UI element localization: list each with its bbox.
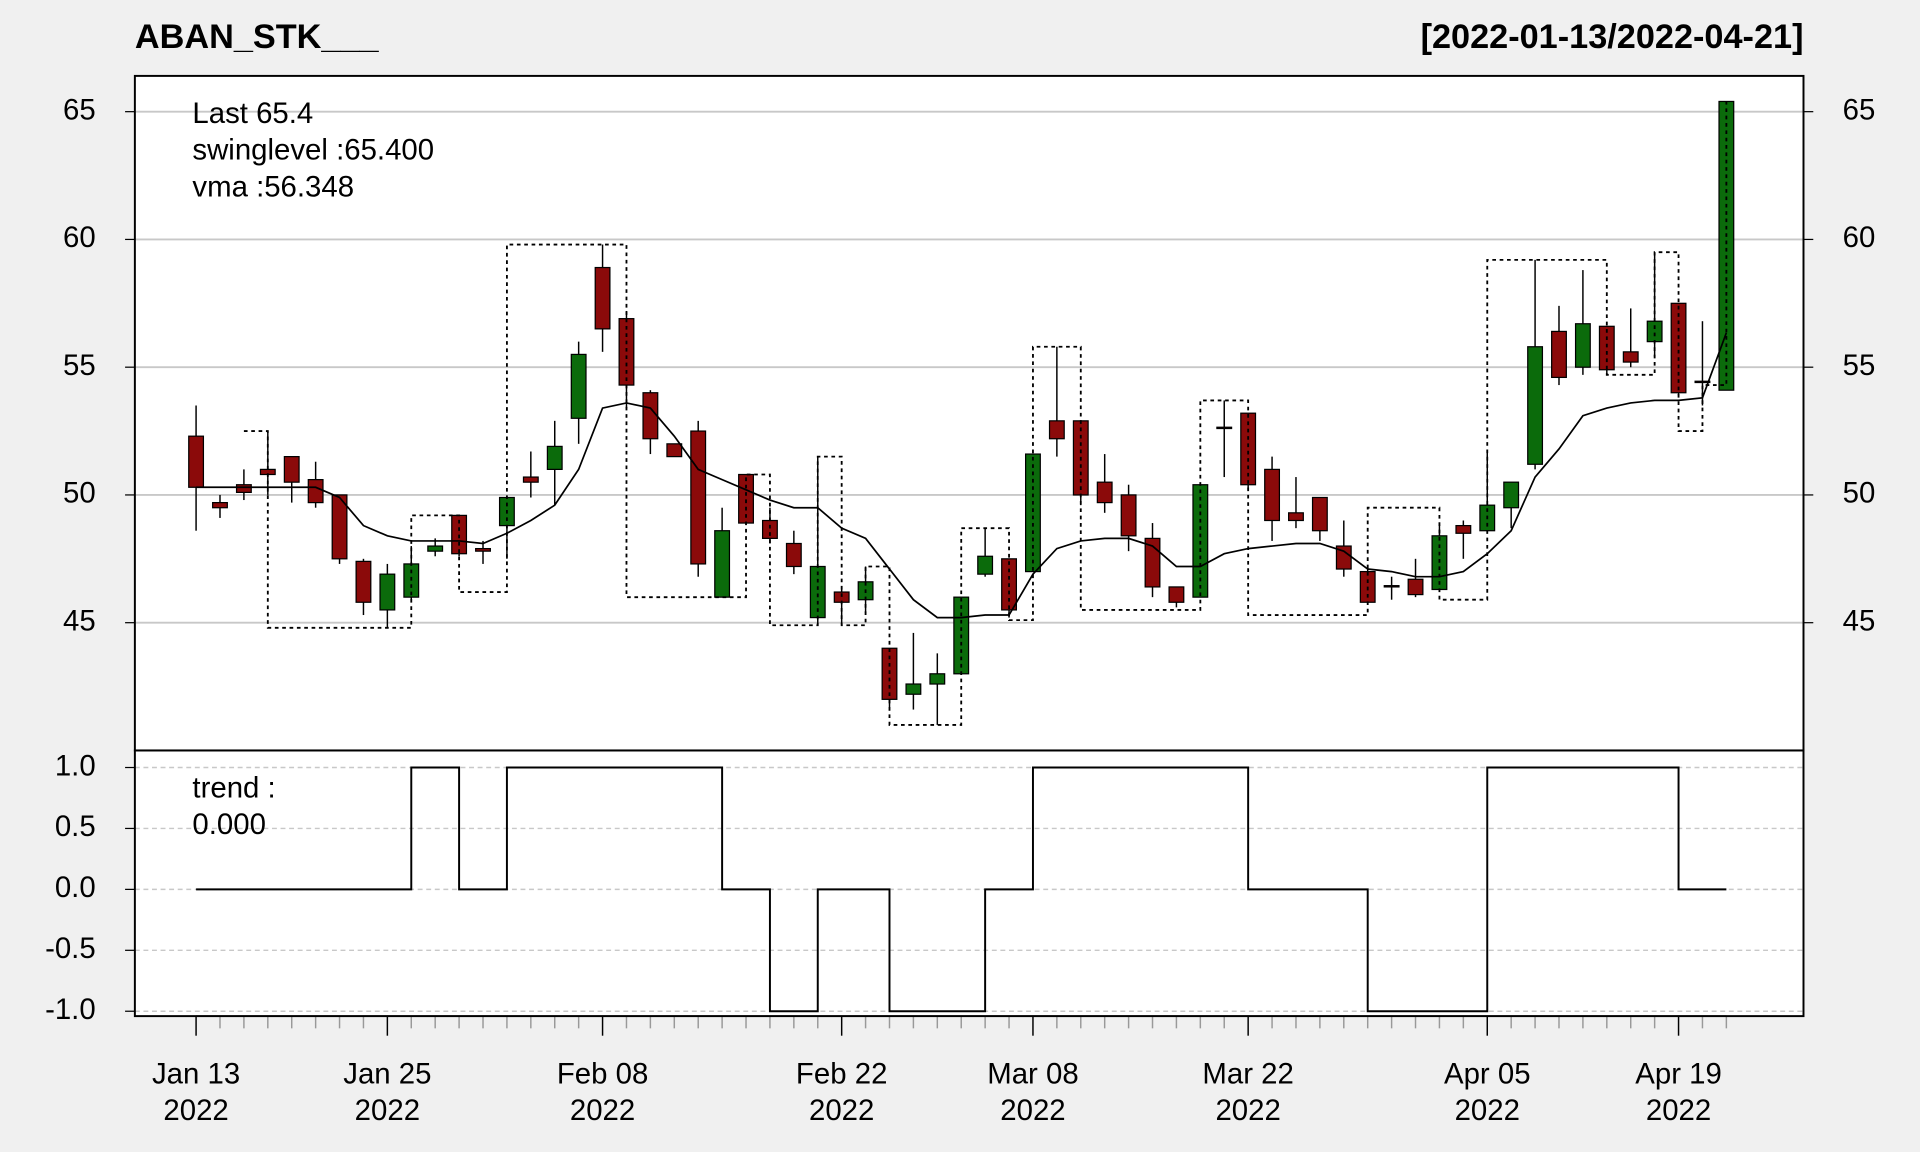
x-tick-label-box: Apr 05 2022 (1443, 1057, 1531, 1128)
x-tick-label: Jan 25 2022 (343, 1057, 432, 1128)
x-tick-label: Mar 22 2022 (1202, 1057, 1294, 1128)
candle-body (929, 673, 946, 685)
x-tick-label-box: Feb 22 2022 (795, 1057, 888, 1128)
candle-body (522, 476, 539, 483)
candle-body (785, 542, 802, 568)
candle-body (570, 353, 587, 419)
x-tick-label: Jan 13 2022 (151, 1057, 241, 1128)
x-tick-label: Apr 05 2022 (1443, 1057, 1531, 1128)
annotation: 0.000 (192, 808, 266, 841)
candle-body (1598, 325, 1615, 371)
candle-body (1574, 323, 1591, 368)
x-tick-label: Apr 19 2022 (1635, 1057, 1722, 1128)
y-tick-label: 60 (1843, 221, 1876, 254)
candle-body (1120, 494, 1137, 537)
x-tick-label: Feb 22 2022 (795, 1057, 888, 1128)
candle-body (355, 560, 372, 603)
x-tick-label-box: Mar 22 2022 (1202, 1057, 1294, 1128)
y-tick-label: 45 (63, 604, 96, 637)
candle-body (1551, 330, 1567, 379)
y-tick-label: 50 (63, 477, 96, 510)
y-tick-label: 55 (1843, 349, 1876, 382)
y-tick-label: 65 (63, 93, 96, 126)
x-tick-label-box: Jan 25 2022 (343, 1057, 432, 1128)
candle-body (594, 266, 611, 330)
candle-body (1670, 302, 1687, 394)
candle-body (1264, 468, 1281, 522)
candle-body (905, 683, 922, 695)
candle-body (1024, 453, 1041, 573)
candle-body (1168, 586, 1185, 603)
y-tick-label: 0.5 (55, 810, 96, 843)
candle-body (1646, 320, 1663, 343)
y-tick-label: 60 (63, 221, 96, 254)
annotation: swinglevel :65.400 (192, 134, 434, 167)
candle-body (331, 494, 348, 560)
candle-body (1216, 426, 1233, 430)
candle-body (1503, 481, 1520, 509)
candle-body (1455, 524, 1472, 534)
candle-body (714, 530, 731, 598)
candle-body (188, 435, 205, 488)
annotation: trend : (192, 771, 275, 804)
candle-body (1383, 585, 1400, 588)
candle-body (1240, 412, 1257, 486)
candle-body (546, 445, 563, 471)
chart-subtitle: [2022-01-13/2022-04-21] (1421, 18, 1804, 56)
plot-area (134, 75, 1804, 1017)
x-tick-label: Mar 08 2022 (987, 1057, 1079, 1128)
x-tick-label-box: Mar 08 2022 (987, 1057, 1079, 1128)
candle-body (642, 392, 659, 440)
x-tick-label-box: Jan 13 2022 (151, 1057, 241, 1128)
vma-line (196, 332, 1728, 619)
candle-body (1288, 512, 1304, 522)
candle-body (666, 443, 683, 458)
candle-body (212, 501, 228, 509)
y-tick-label: 65 (1843, 93, 1876, 126)
y-tick-label: 45 (1843, 604, 1876, 637)
candle-body (1096, 481, 1113, 504)
annotation: Last 65.4 (192, 97, 313, 130)
panel-frame (133, 749, 1805, 1018)
y-tick-label: -0.5 (45, 932, 96, 965)
candle-body (690, 430, 707, 565)
candle-body (1311, 496, 1328, 532)
candle-body (475, 547, 491, 552)
candle-body (379, 573, 396, 611)
step-line (196, 766, 1727, 1013)
candle-body (1694, 380, 1711, 384)
candle-body (1144, 537, 1161, 588)
candle-body (283, 456, 300, 483)
candle-body (427, 545, 444, 552)
chart-title: ABAN_STK___ (135, 18, 380, 56)
candle-body (235, 484, 252, 493)
annotation: vma :56.348 (192, 170, 354, 203)
candle-body (1622, 351, 1639, 363)
y-tick-label: 55 (63, 349, 96, 382)
candle-body (1048, 420, 1065, 440)
candle-body (1407, 578, 1424, 596)
y-tick-label: -1.0 (45, 993, 96, 1026)
x-tick-label-box: Feb 08 2022 (556, 1057, 649, 1128)
x-tick-label: Feb 08 2022 (556, 1057, 649, 1128)
y-tick-label: 50 (1843, 477, 1876, 510)
y-tick-label: 0.0 (55, 871, 96, 904)
candle-body (307, 478, 324, 504)
x-tick-label-box: Apr 19 2022 (1635, 1057, 1722, 1128)
candle-body (1527, 346, 1544, 465)
candle-body (977, 555, 994, 575)
y-tick-label: 1.0 (55, 749, 96, 782)
